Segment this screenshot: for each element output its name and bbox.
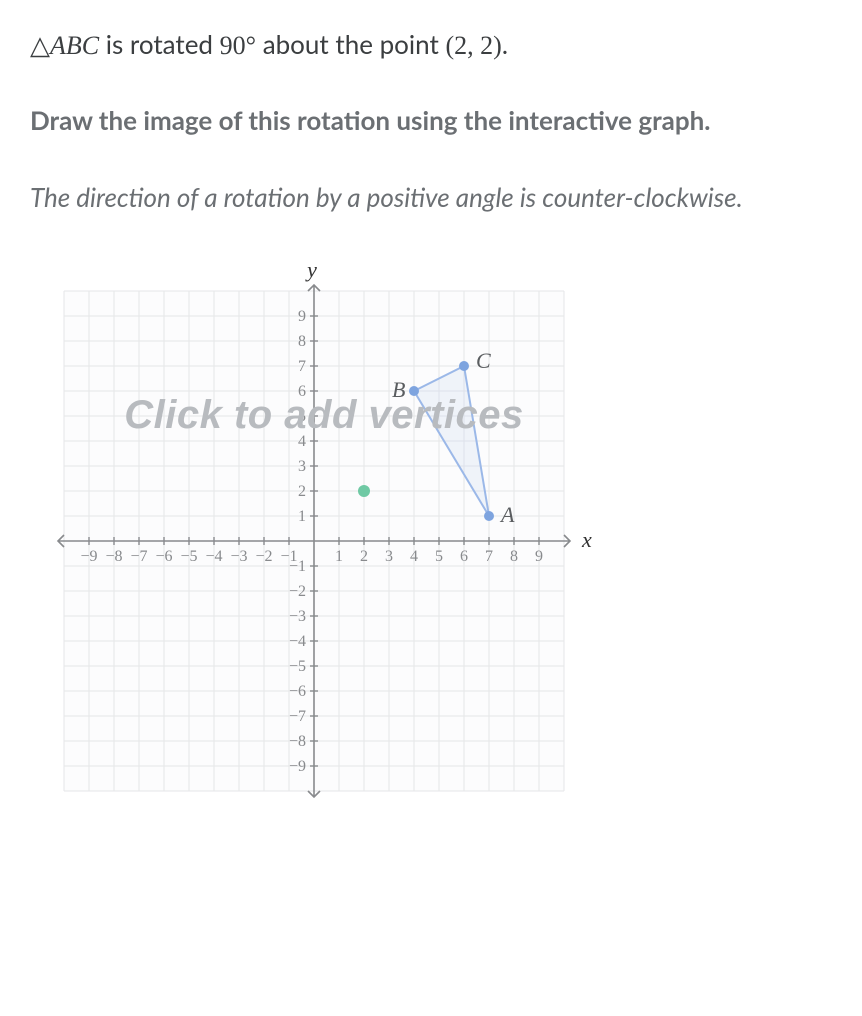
angle-value: 90° [220,31,256,60]
svg-text:−2: −2 [255,548,272,565]
svg-text:7: 7 [298,358,306,375]
svg-text:x: x [581,527,592,552]
vertex-c[interactable] [459,361,469,371]
interactive-graph[interactable]: −9−8−7−6−5−4−3−2−1123456789−9−8−7−6−5−4−… [44,261,604,806]
svg-text:1: 1 [335,548,343,565]
svg-text:y: y [305,261,317,282]
svg-text:4: 4 [298,433,306,450]
graph-container: −9−8−7−6−5−4−3−2−1123456789−9−8−7−6−5−4−… [44,261,604,806]
vertex-label-a: A [499,502,515,527]
svg-text:−9: −9 [80,548,97,565]
instruction-text: Draw the image of this rotation using th… [30,100,832,140]
svg-text:−5: −5 [289,658,306,675]
text-end: . [502,28,508,60]
svg-text:3: 3 [385,548,393,565]
vertex-b[interactable] [409,386,419,396]
svg-text:1: 1 [298,508,306,525]
vertex-label-c: C [476,348,491,373]
svg-text:8: 8 [298,333,306,350]
triangle-symbol: △ [30,31,50,60]
hint-text: The direction of a rotation by a positiv… [30,177,832,217]
svg-text:5: 5 [435,548,443,565]
svg-text:4: 4 [410,548,418,565]
svg-text:−6: −6 [155,548,172,565]
triangle-name: ABC [50,31,99,60]
svg-text:6: 6 [298,383,306,400]
center-point: (2, 2) [445,31,501,60]
text-mid1: is rotated [99,28,220,60]
svg-text:−3: −3 [230,548,247,565]
svg-text:8: 8 [510,548,518,565]
svg-text:−9: −9 [289,758,306,775]
svg-text:7: 7 [485,548,493,565]
svg-text:2: 2 [360,548,368,565]
svg-text:3: 3 [298,458,306,475]
svg-text:−7: −7 [289,708,306,725]
vertex-a[interactable] [484,511,494,521]
vertex-label-b: B [392,377,405,402]
svg-text:−4: −4 [205,548,222,565]
svg-text:6: 6 [460,548,468,565]
problem-statement: △ABC is rotated 90° about the point (2, … [30,24,832,66]
svg-text:−7: −7 [130,548,147,565]
svg-text:2: 2 [298,483,306,500]
svg-text:9: 9 [535,548,543,565]
svg-text:−8: −8 [289,733,306,750]
svg-text:−3: −3 [289,608,306,625]
svg-text:−5: −5 [180,548,197,565]
svg-text:−1: −1 [289,558,306,575]
svg-text:5: 5 [298,408,306,425]
svg-text:−8: −8 [105,548,122,565]
svg-text:−2: −2 [289,583,306,600]
svg-text:−6: −6 [289,683,306,700]
svg-text:9: 9 [298,308,306,325]
text-mid2: about the point [256,28,445,60]
rotation-center-point [358,485,370,497]
svg-text:−4: −4 [289,633,306,650]
